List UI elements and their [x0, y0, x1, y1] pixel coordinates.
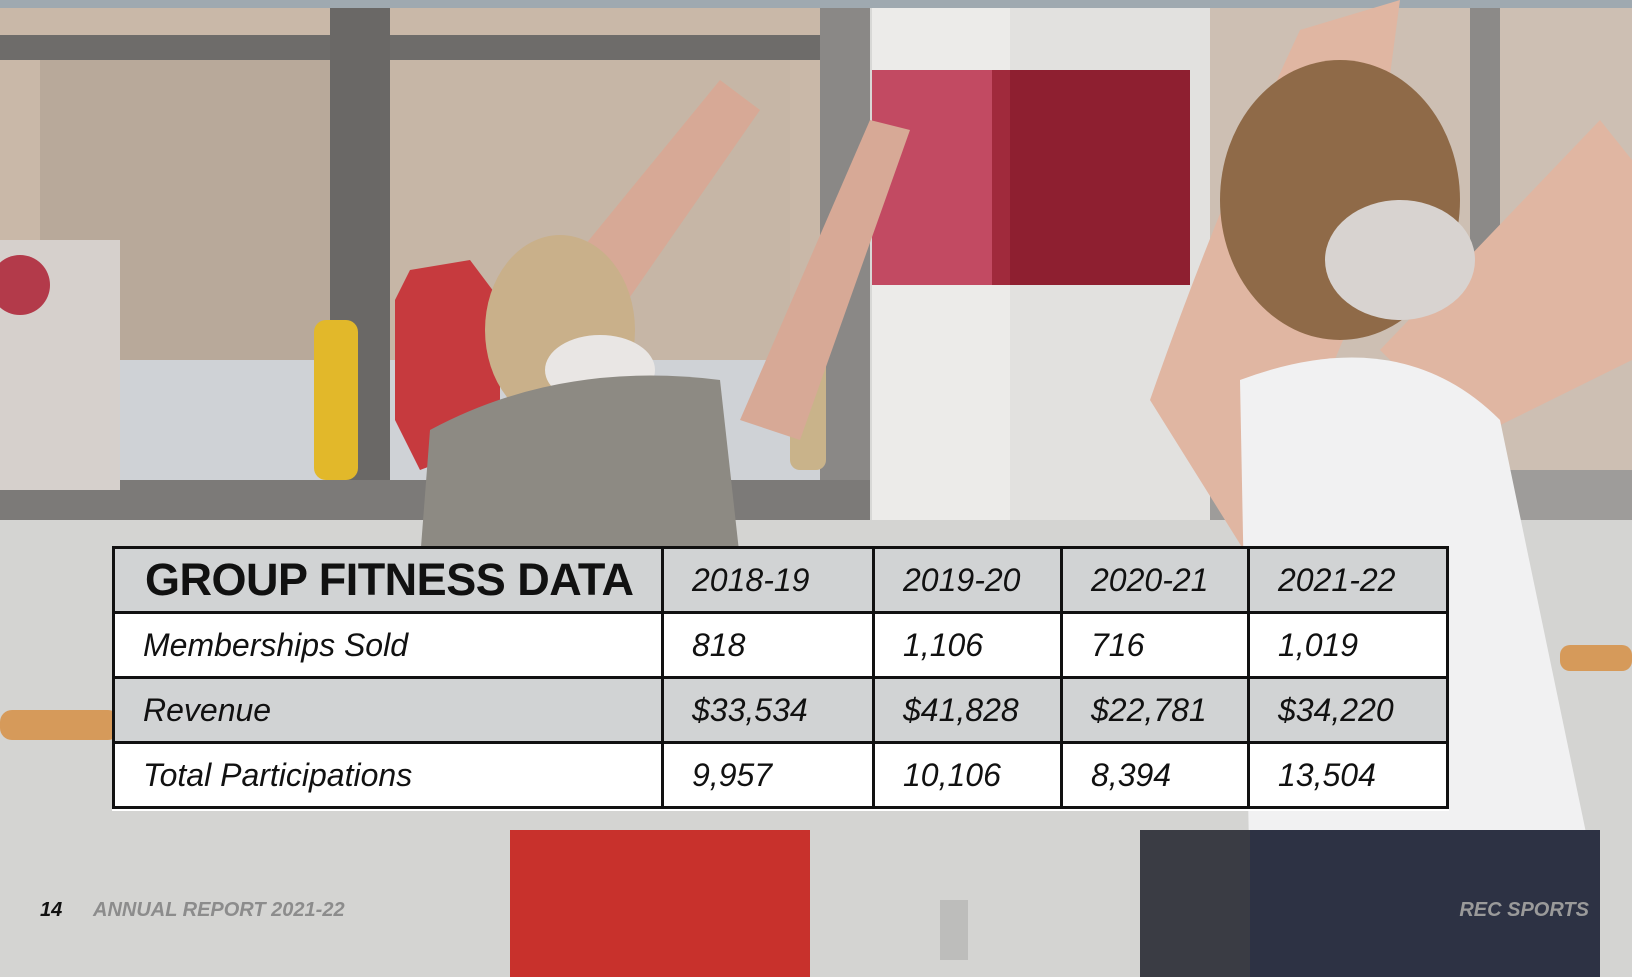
- table-row: Total Participations 9,957 10,106 8,394 …: [114, 743, 1448, 808]
- column-header: 2020-21: [1062, 548, 1249, 613]
- organization: REC SPORTS: [1459, 899, 1589, 922]
- cell: 1,019: [1249, 613, 1448, 678]
- table-row: Revenue $33,534 $41,828 $22,781 $34,220: [114, 678, 1448, 743]
- table-title: GROUP FITNESS DATA: [114, 548, 663, 613]
- data-table: GROUP FITNESS DATA 2018-19 2019-20 2020-…: [112, 546, 1449, 809]
- page-number: 14: [40, 899, 62, 922]
- column-header: 2018-19: [663, 548, 874, 613]
- column-header: 2021-22: [1249, 548, 1448, 613]
- cell: 9,957: [663, 743, 874, 808]
- background-photo: [0, 0, 1632, 977]
- cell: 8,394: [1062, 743, 1249, 808]
- column-header: 2019-20: [874, 548, 1062, 613]
- cell: 716: [1062, 613, 1249, 678]
- page: GROUP FITNESS DATA 2018-19 2019-20 2020-…: [0, 0, 1632, 977]
- header-row: GROUP FITNESS DATA 2018-19 2019-20 2020-…: [114, 548, 1448, 613]
- cell: 13,504: [1249, 743, 1448, 808]
- cell: $22,781: [1062, 678, 1249, 743]
- row-label: Memberships Sold: [114, 613, 663, 678]
- row-label: Total Participations: [114, 743, 663, 808]
- cell: $33,534: [663, 678, 874, 743]
- report-name: ANNUAL REPORT 2021-22: [93, 899, 345, 922]
- row-label: Revenue: [114, 678, 663, 743]
- cell: 1,106: [874, 613, 1062, 678]
- cell: $34,220: [1249, 678, 1448, 743]
- table-row: Memberships Sold 818 1,106 716 1,019: [114, 613, 1448, 678]
- cell: 10,106: [874, 743, 1062, 808]
- cell: 818: [663, 613, 874, 678]
- cell: $41,828: [874, 678, 1062, 743]
